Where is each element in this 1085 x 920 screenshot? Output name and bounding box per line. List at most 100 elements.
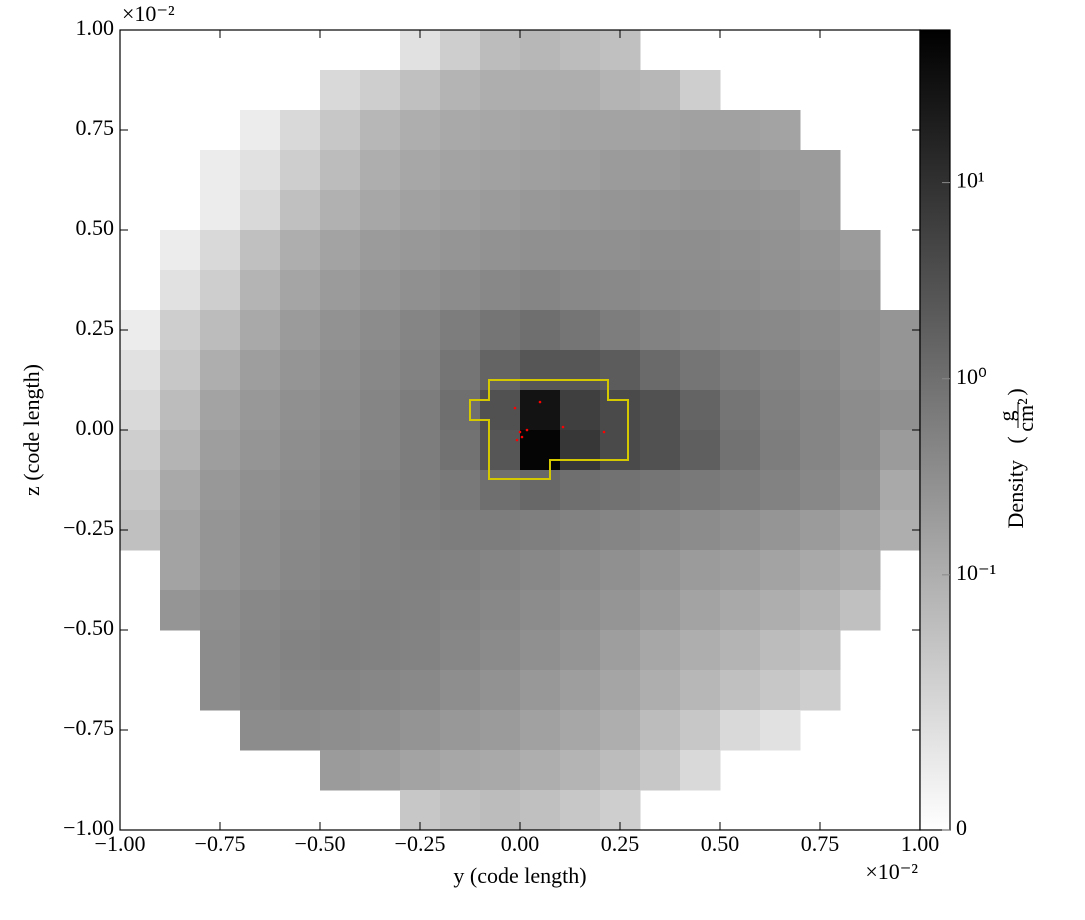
x-tick-label: −0.50 xyxy=(295,831,346,856)
y-tick-label: 1.00 xyxy=(76,15,115,40)
heatmap-cell xyxy=(280,310,321,351)
heatmap-cell xyxy=(480,70,521,111)
heatmap-cell xyxy=(560,310,601,351)
x-offset-text: ×10⁻² xyxy=(865,859,918,884)
heatmap-cell xyxy=(320,150,361,191)
heatmap-cell xyxy=(240,310,281,351)
heatmap-cell xyxy=(560,510,601,551)
heatmap-cell xyxy=(400,70,441,111)
heatmap-cell xyxy=(560,70,601,111)
heatmap-cell xyxy=(400,310,441,351)
heatmap-cell xyxy=(680,230,721,271)
heatmap-cell xyxy=(800,590,841,631)
heatmap-cell xyxy=(160,510,201,551)
heatmap-cell xyxy=(520,230,561,271)
heatmap-cell xyxy=(480,150,521,191)
heatmap-cell xyxy=(440,750,481,791)
heatmap-cell xyxy=(520,630,561,671)
heatmap-cell xyxy=(560,670,601,711)
heatmap-cell xyxy=(800,310,841,351)
heatmap-cell xyxy=(320,710,361,751)
heatmap-cell xyxy=(320,750,361,791)
heatmap-cell xyxy=(320,350,361,391)
heatmap-cell xyxy=(680,550,721,591)
heatmap-cell xyxy=(520,30,561,71)
heatmap-cell xyxy=(840,230,881,271)
heatmap-cell xyxy=(680,510,721,551)
heatmap-cell xyxy=(200,550,241,591)
heatmap-cell xyxy=(760,470,801,511)
heatmap-cell xyxy=(440,630,481,671)
heatmap-cell xyxy=(640,270,681,311)
heatmap-cell xyxy=(400,750,441,791)
heatmap-cell xyxy=(520,790,561,831)
heatmap-cell xyxy=(720,550,761,591)
heatmap-cell xyxy=(400,630,441,671)
heatmap-cell xyxy=(560,790,601,831)
heatmap-cell xyxy=(480,230,521,271)
heatmap-cell xyxy=(480,750,521,791)
heatmap-cell xyxy=(800,430,841,471)
heatmap-cell xyxy=(280,590,321,631)
heatmap-cell xyxy=(480,550,521,591)
heatmap-cell xyxy=(520,510,561,551)
y-tick-label: −0.25 xyxy=(63,515,114,540)
heatmap-cell xyxy=(440,70,481,111)
heatmap-cell xyxy=(800,150,841,191)
heatmap-cell xyxy=(160,430,201,471)
heatmap-cell xyxy=(480,710,521,751)
heatmap-cell xyxy=(480,110,521,151)
heatmap-cell xyxy=(360,750,401,791)
heatmap-cell xyxy=(720,470,761,511)
colorbar-tick-label: 10⁰ xyxy=(956,364,987,389)
heatmap-cell xyxy=(320,110,361,151)
y-axis-label: z (code length) xyxy=(19,364,44,496)
heatmap-cell xyxy=(280,190,321,231)
heatmap-cell xyxy=(600,230,641,271)
heatmap-cell xyxy=(680,710,721,751)
heatmap-cell xyxy=(800,390,841,431)
heatmap-cell xyxy=(640,750,681,791)
heatmap-cell xyxy=(560,110,601,151)
heatmap-cell xyxy=(320,630,361,671)
heatmap-cell xyxy=(480,510,521,551)
heatmap-cell xyxy=(160,230,201,271)
contour xyxy=(469,379,629,480)
heatmap-cell xyxy=(120,350,161,391)
heatmap-cell xyxy=(440,190,481,231)
heatmap-cell xyxy=(280,630,321,671)
heatmap-cell xyxy=(400,270,441,311)
heatmap-cell xyxy=(520,750,561,791)
heatmap-cell xyxy=(640,510,681,551)
heatmap-cell xyxy=(280,670,321,711)
heatmap-cell xyxy=(600,270,641,311)
heatmap-cell xyxy=(520,110,561,151)
x-tick-label: 0.00 xyxy=(501,831,540,856)
heatmap-cell xyxy=(400,430,441,471)
heatmap-cell xyxy=(360,70,401,111)
heatmap-cell xyxy=(200,270,241,311)
heatmap-cell xyxy=(560,470,601,511)
particle xyxy=(518,430,522,434)
heatmap-cell xyxy=(440,550,481,591)
heatmap-cell xyxy=(800,510,841,551)
heatmap-cell xyxy=(640,350,681,391)
heatmap-cell xyxy=(200,670,241,711)
heatmap-cell xyxy=(800,230,841,271)
y-tick-label: −0.50 xyxy=(63,615,114,640)
heatmap-cell xyxy=(360,670,401,711)
heatmap-cell xyxy=(560,590,601,631)
heatmap-cell xyxy=(680,390,721,431)
colorbar-tick-label: 0 xyxy=(956,815,967,840)
particle xyxy=(520,435,524,439)
heatmap-cell xyxy=(160,550,201,591)
heatmap-cell xyxy=(680,350,721,391)
heatmap-cell xyxy=(880,350,921,391)
heatmap-cell xyxy=(800,630,841,671)
particle xyxy=(602,430,606,434)
heatmap-cell xyxy=(680,110,721,151)
heatmap-cell xyxy=(480,270,521,311)
heatmap-cell xyxy=(600,550,641,591)
heatmap-cell xyxy=(680,750,721,791)
heatmap-cell xyxy=(440,270,481,311)
